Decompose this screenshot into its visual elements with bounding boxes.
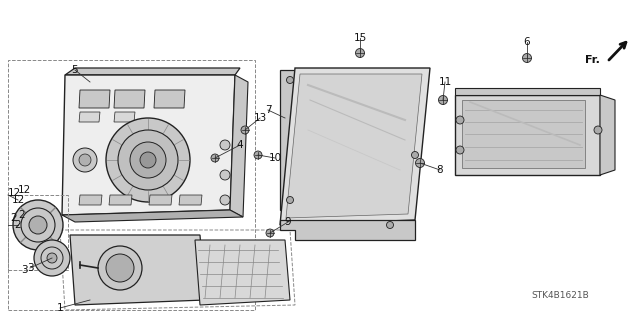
Circle shape (438, 95, 447, 105)
Circle shape (301, 126, 309, 134)
Circle shape (21, 208, 55, 242)
Text: 4: 4 (237, 140, 243, 150)
Circle shape (355, 48, 365, 57)
Polygon shape (149, 195, 172, 205)
Bar (8, 195, 68, 270)
Polygon shape (70, 235, 205, 305)
Text: 12: 12 (12, 195, 24, 205)
Polygon shape (280, 70, 320, 230)
Polygon shape (114, 112, 135, 122)
Text: 10: 10 (268, 153, 282, 163)
Text: 6: 6 (524, 37, 531, 47)
Circle shape (241, 126, 249, 134)
Polygon shape (154, 90, 185, 108)
Polygon shape (280, 220, 415, 240)
Circle shape (287, 197, 294, 204)
Polygon shape (600, 95, 615, 175)
Text: 15: 15 (353, 33, 367, 43)
Polygon shape (462, 100, 585, 168)
Text: 8: 8 (436, 165, 444, 175)
Polygon shape (179, 195, 202, 205)
Circle shape (106, 118, 190, 202)
Polygon shape (455, 88, 600, 95)
Polygon shape (195, 240, 290, 305)
Circle shape (29, 216, 47, 234)
Circle shape (301, 161, 309, 169)
Text: 2: 2 (15, 220, 21, 230)
Text: 5: 5 (72, 65, 78, 75)
Polygon shape (79, 112, 100, 122)
Circle shape (98, 246, 142, 290)
Circle shape (301, 96, 309, 104)
Circle shape (220, 195, 230, 205)
Circle shape (594, 126, 602, 134)
Polygon shape (79, 90, 110, 108)
Circle shape (106, 254, 134, 282)
Circle shape (220, 140, 230, 150)
Circle shape (412, 152, 419, 159)
Text: 11: 11 (438, 77, 452, 87)
Polygon shape (65, 68, 240, 75)
Circle shape (387, 221, 394, 228)
Text: Fr.: Fr. (585, 55, 600, 65)
Polygon shape (280, 68, 430, 225)
Polygon shape (109, 195, 132, 205)
Polygon shape (286, 74, 422, 218)
Circle shape (301, 196, 309, 204)
Text: 9: 9 (285, 217, 291, 227)
Text: 12: 12 (8, 188, 20, 198)
Circle shape (211, 154, 219, 162)
Circle shape (73, 148, 97, 172)
Circle shape (118, 130, 178, 190)
Polygon shape (79, 195, 102, 205)
Circle shape (220, 170, 230, 180)
Circle shape (415, 159, 424, 167)
Circle shape (41, 247, 63, 269)
Polygon shape (114, 90, 145, 108)
Circle shape (79, 154, 91, 166)
Polygon shape (62, 210, 243, 222)
Text: 3: 3 (20, 265, 28, 275)
Circle shape (266, 229, 274, 237)
Text: 2: 2 (18, 210, 24, 220)
Text: 13: 13 (253, 113, 267, 123)
Circle shape (254, 151, 262, 159)
Circle shape (130, 142, 166, 178)
Polygon shape (62, 75, 235, 215)
Text: 12: 12 (18, 185, 31, 195)
Text: 2: 2 (11, 213, 17, 223)
Circle shape (456, 116, 464, 124)
Text: 3: 3 (27, 263, 33, 273)
Polygon shape (230, 75, 248, 217)
Circle shape (140, 152, 156, 168)
Text: 7: 7 (265, 105, 271, 115)
Text: STK4B1621B: STK4B1621B (531, 291, 589, 300)
Circle shape (13, 200, 63, 250)
Circle shape (47, 253, 57, 263)
Circle shape (522, 54, 531, 63)
Circle shape (456, 146, 464, 154)
Text: 1: 1 (57, 303, 63, 313)
Circle shape (287, 77, 294, 84)
Circle shape (34, 240, 70, 276)
Polygon shape (455, 95, 600, 175)
